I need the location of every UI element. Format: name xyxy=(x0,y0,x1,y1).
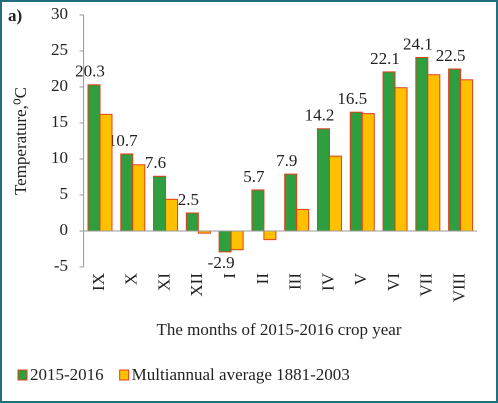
data-label: 2.5 xyxy=(178,190,199,209)
bar xyxy=(328,155,342,232)
bar xyxy=(230,230,244,251)
x-tick-label: III xyxy=(286,273,305,290)
bar xyxy=(185,212,199,232)
data-label: 10.7 xyxy=(108,131,138,150)
bar xyxy=(415,56,429,232)
data-label: 14.2 xyxy=(305,106,335,125)
bar xyxy=(448,68,462,232)
legend-swatch xyxy=(17,369,28,381)
y-tick-label: -5 xyxy=(54,256,68,275)
x-tick-label: IV xyxy=(318,272,337,291)
data-label: 16.5 xyxy=(337,89,367,108)
bar xyxy=(382,71,396,232)
bar xyxy=(153,175,167,232)
x-tick-label: V xyxy=(351,272,370,285)
bar xyxy=(87,84,101,232)
data-label: 22.1 xyxy=(370,49,400,68)
x-tick-label: IX xyxy=(89,273,108,291)
bar xyxy=(165,198,179,232)
y-tick-label: 5 xyxy=(60,184,69,203)
x-tick-label: II xyxy=(253,273,272,285)
data-label: 5.7 xyxy=(243,167,265,186)
bar xyxy=(427,74,441,232)
bar xyxy=(361,113,375,232)
data-label: 7.9 xyxy=(276,151,297,170)
bar xyxy=(120,153,134,232)
legend-label: 2015-2016 xyxy=(30,365,104,384)
data-label: 7.6 xyxy=(145,153,166,172)
y-axis-title: Temperature,⁰C xyxy=(11,87,30,195)
bar xyxy=(132,164,146,232)
bar xyxy=(218,230,232,253)
bar xyxy=(99,113,113,232)
data-label: 20.3 xyxy=(75,62,105,81)
bar xyxy=(263,230,277,241)
x-tick-label: VI xyxy=(384,273,403,291)
y-tick-label: 25 xyxy=(51,40,68,59)
bar xyxy=(349,111,363,232)
y-tick-label: 30 xyxy=(51,4,68,23)
data-label: 22.5 xyxy=(436,46,466,65)
x-tick-label: X xyxy=(122,273,141,285)
bar xyxy=(316,128,330,232)
bar xyxy=(394,87,408,232)
bar xyxy=(460,79,474,232)
x-tick-label: VII xyxy=(417,273,436,297)
bar xyxy=(296,208,310,232)
x-tick-label: XII xyxy=(187,273,206,297)
x-tick-label: VIII xyxy=(450,273,469,303)
panel-label: a) xyxy=(8,6,22,25)
x-tick-label: I xyxy=(220,273,239,279)
bar xyxy=(251,189,265,232)
data-label: 24.1 xyxy=(403,34,433,53)
data-label: -2.9 xyxy=(208,253,235,272)
y-tick-label: 10 xyxy=(51,148,68,167)
y-tick-label: 0 xyxy=(60,220,69,239)
y-tick-label: 20 xyxy=(51,76,68,95)
x-axis-title: The months of 2015-2016 crop year xyxy=(156,320,401,339)
legend-label: Multiannual average 1881-2003 xyxy=(132,365,350,384)
y-tick-label: 15 xyxy=(51,112,68,131)
x-tick-label: XI xyxy=(154,273,173,291)
legend-swatch xyxy=(119,369,130,381)
bar xyxy=(284,173,298,232)
